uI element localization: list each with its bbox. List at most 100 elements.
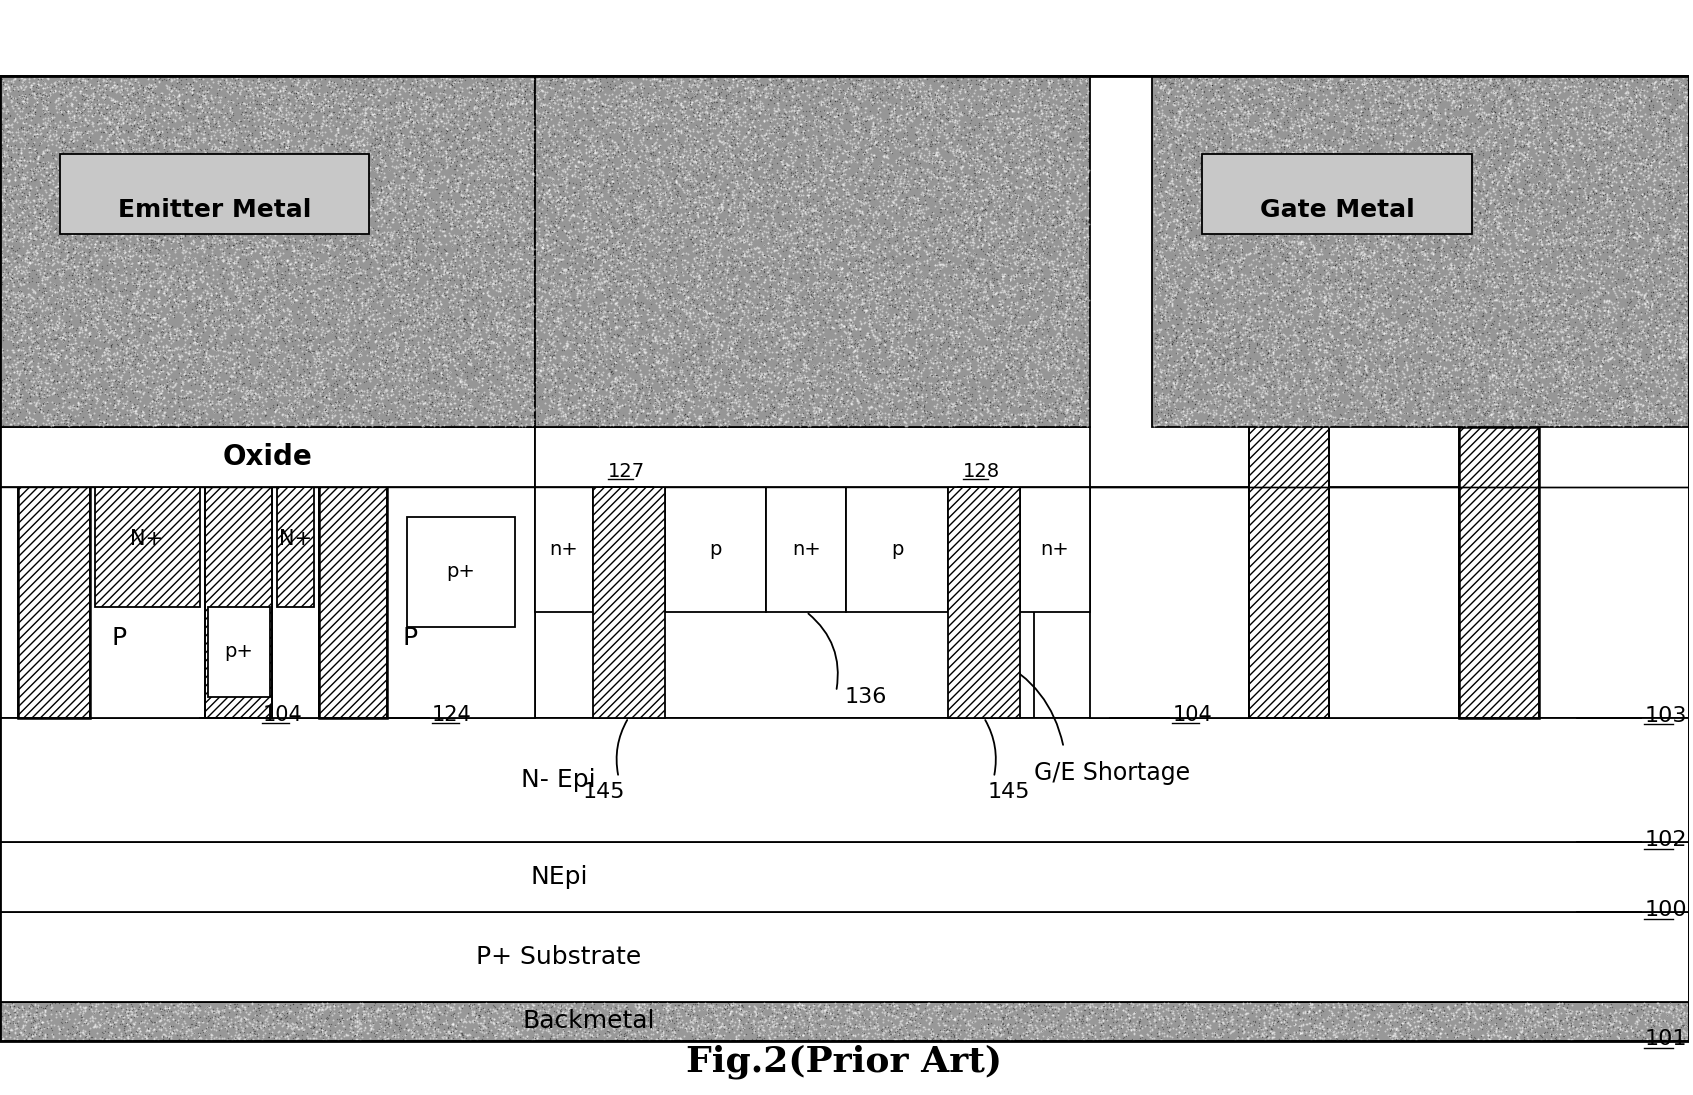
Point xyxy=(47,1013,74,1030)
Point xyxy=(215,166,242,184)
Point xyxy=(156,189,183,207)
Point xyxy=(1026,251,1053,268)
Point xyxy=(826,81,853,99)
Point xyxy=(262,302,290,320)
Point xyxy=(102,163,129,181)
Point xyxy=(1610,1030,1637,1048)
Point xyxy=(410,127,437,145)
Point xyxy=(863,342,891,359)
Point xyxy=(298,996,325,1014)
Point xyxy=(957,304,984,322)
Point xyxy=(643,209,670,227)
Point xyxy=(1585,163,1612,181)
Point xyxy=(344,1002,371,1019)
Point xyxy=(951,214,979,231)
Point xyxy=(59,356,86,373)
Point xyxy=(1205,361,1233,379)
Point xyxy=(1028,178,1055,196)
Point xyxy=(1466,251,1493,268)
Point xyxy=(306,185,334,203)
Point xyxy=(1451,319,1478,336)
Point xyxy=(950,345,977,362)
Point xyxy=(1642,104,1669,122)
Point xyxy=(564,147,591,164)
Point xyxy=(676,127,703,145)
Point xyxy=(1470,263,1497,280)
Point xyxy=(122,125,149,142)
Point xyxy=(862,378,889,395)
Point xyxy=(416,147,444,164)
Point xyxy=(691,367,718,384)
Point xyxy=(1055,341,1082,358)
Point xyxy=(1486,163,1514,181)
Point xyxy=(1398,384,1426,402)
Point xyxy=(408,364,435,381)
Point xyxy=(1050,154,1077,172)
Point xyxy=(1590,302,1617,320)
Point xyxy=(1344,130,1371,148)
Point xyxy=(598,172,625,189)
Point xyxy=(484,136,511,153)
Point xyxy=(1200,112,1227,129)
Point xyxy=(608,208,635,226)
Point xyxy=(1260,165,1287,183)
Point xyxy=(1466,277,1493,295)
Point xyxy=(528,298,555,315)
Point xyxy=(787,280,814,298)
Point xyxy=(212,406,239,424)
Point xyxy=(1644,414,1671,431)
Point xyxy=(261,160,288,177)
Point xyxy=(247,356,274,373)
Point xyxy=(1556,288,1583,306)
Point xyxy=(313,312,340,330)
Point xyxy=(135,87,163,104)
Point xyxy=(1155,272,1182,289)
Point xyxy=(929,1030,957,1048)
Point xyxy=(1564,256,1591,274)
Point xyxy=(1510,243,1537,261)
Point xyxy=(755,996,782,1014)
Point xyxy=(946,270,973,288)
Point xyxy=(73,304,100,322)
Point xyxy=(459,106,486,124)
Point xyxy=(1116,1010,1143,1027)
Point xyxy=(127,283,154,300)
Point xyxy=(979,230,1006,247)
Point xyxy=(1070,103,1097,120)
Point xyxy=(511,203,538,220)
Point xyxy=(824,314,852,332)
Point xyxy=(863,382,891,400)
Point xyxy=(699,307,726,324)
Point xyxy=(332,289,359,307)
Point xyxy=(179,292,207,310)
Point xyxy=(1664,195,1691,212)
Point xyxy=(1327,324,1354,342)
Point xyxy=(34,244,61,262)
Point xyxy=(924,246,951,264)
Point xyxy=(665,160,692,177)
Point xyxy=(1392,180,1419,197)
Point xyxy=(0,389,17,406)
Point xyxy=(352,250,379,267)
Point xyxy=(1507,180,1534,197)
Point xyxy=(1006,303,1033,321)
Point xyxy=(1395,256,1422,274)
Point xyxy=(877,413,904,430)
Point xyxy=(735,309,762,326)
Point xyxy=(843,88,870,105)
Point xyxy=(371,396,398,414)
Point xyxy=(1627,81,1654,99)
Point xyxy=(1050,273,1077,290)
Point xyxy=(1580,410,1607,427)
Point xyxy=(638,256,665,274)
Point xyxy=(266,1006,293,1024)
Point xyxy=(913,332,940,349)
Point xyxy=(405,193,432,210)
Point xyxy=(1444,296,1471,313)
Point xyxy=(1283,89,1310,106)
Point xyxy=(237,273,264,290)
Point xyxy=(1165,341,1192,358)
Point xyxy=(1561,258,1588,276)
Point xyxy=(1632,219,1659,237)
Point xyxy=(1520,371,1547,389)
